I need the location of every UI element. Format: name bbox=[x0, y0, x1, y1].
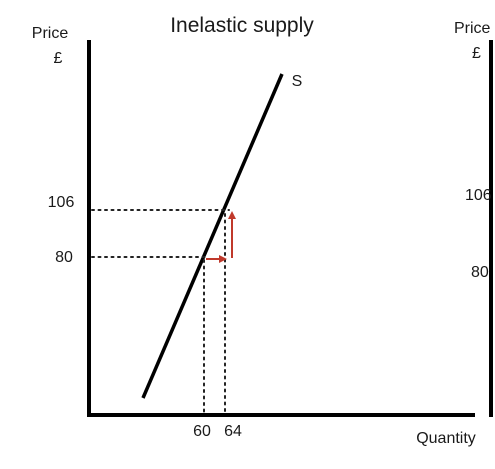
right-panel-y-axis-label-currency: £ bbox=[472, 45, 481, 62]
y-axis-label-currency: £ bbox=[54, 50, 63, 67]
right-panel-partial: Price £ 106 80 bbox=[454, 20, 493, 417]
price-tick-80: 80 bbox=[55, 249, 73, 266]
right-panel-price-tick-80: 80 bbox=[471, 264, 489, 281]
y-axis-label-price: Price bbox=[32, 25, 69, 42]
quantity-tick-64: 64 bbox=[224, 423, 242, 440]
supply-curve bbox=[141, 73, 284, 399]
supply-curve-label: S bbox=[292, 73, 303, 90]
diagram-title: Inelastic supply bbox=[170, 14, 314, 37]
x-axis-label-quantity: Quantity bbox=[416, 430, 476, 447]
quantity-tick-60: 60 bbox=[193, 423, 211, 440]
right-panel-price-tick-106: 106 bbox=[465, 187, 492, 204]
right-panel-y-axis-label-price: Price bbox=[454, 20, 491, 37]
price-tick-106: 106 bbox=[48, 194, 75, 211]
